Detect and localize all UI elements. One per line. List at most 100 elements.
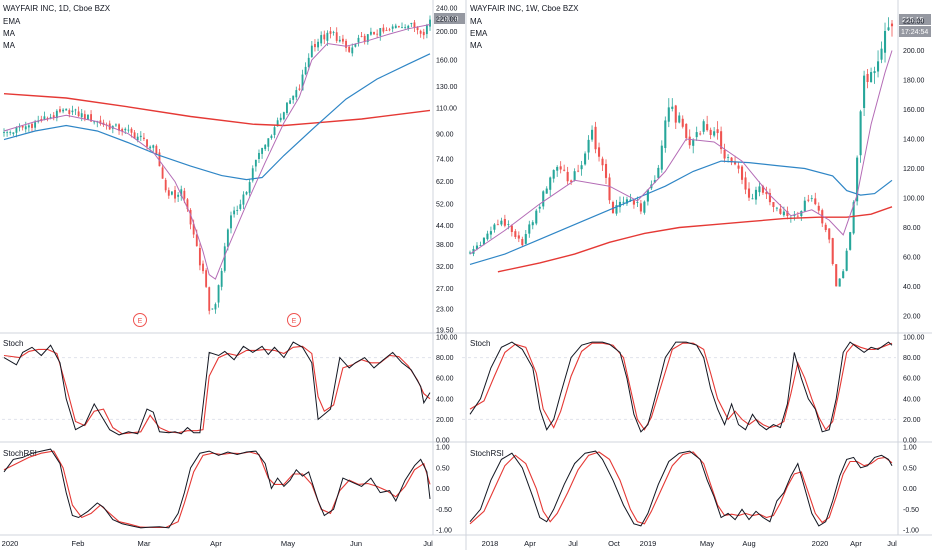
candle-body — [597, 147, 601, 157]
stoch-axis-tick-label: 100.00 — [903, 335, 925, 342]
candle-body — [90, 114, 92, 122]
stoch-axis-tick-label: 20.00 — [903, 417, 921, 424]
candle-body — [155, 145, 158, 155]
candle-body — [782, 211, 785, 216]
candle-body — [503, 218, 506, 226]
candle-body — [348, 46, 351, 52]
candle-body — [793, 215, 796, 216]
candle-body — [59, 109, 61, 112]
candle-body — [34, 122, 37, 128]
candle-body — [304, 66, 307, 75]
candle-body — [671, 106, 674, 109]
candle-body — [373, 31, 375, 35]
right-chart-title: WAYFAIR INC, 1W, Cboe BZX — [470, 4, 579, 13]
candle-body — [751, 198, 754, 200]
candle-body — [639, 203, 642, 212]
candle-body — [74, 109, 77, 111]
candle-body — [734, 162, 737, 165]
candle-body — [723, 149, 726, 159]
candle-body — [754, 189, 758, 200]
price-axis-tick-label: 20.00 — [903, 314, 921, 321]
time-axis-tick-label: Jun — [350, 539, 362, 548]
candle-body — [214, 304, 217, 310]
stoch-axis-tick-label: 100.00 — [436, 335, 458, 342]
time-axis-tick-label: 2020 — [2, 539, 19, 548]
candle-body — [695, 132, 698, 138]
earnings-marker-label: E — [292, 318, 297, 325]
candle-body — [852, 202, 855, 234]
candle-body — [775, 207, 778, 209]
price-axis-tick-label: 200.00 — [436, 29, 458, 36]
stoch-axis-tick-label: 40.00 — [436, 396, 454, 403]
candle-body — [146, 139, 148, 147]
right-legend-ma-2: MA — [470, 41, 483, 50]
candle-body — [538, 206, 541, 209]
price-axis-tick-label: 240.00 — [436, 6, 458, 13]
candle-body — [419, 30, 422, 34]
candle-body — [514, 231, 517, 237]
stochrsi-k-line — [3, 448, 431, 529]
candle-body — [803, 200, 806, 212]
candle-body — [242, 194, 245, 205]
candle-body — [709, 129, 712, 136]
time-axis-tick-label: 2020 — [812, 539, 829, 548]
candle-body — [632, 200, 635, 205]
candle-body — [220, 270, 223, 287]
ma-red-line — [497, 206, 893, 273]
candle-body — [594, 126, 597, 150]
candle-body — [887, 27, 890, 31]
candle-body — [800, 210, 803, 217]
candle-body — [880, 48, 883, 60]
candle-body — [716, 129, 719, 134]
price-axis-tick-label: 40.00 — [903, 284, 921, 291]
left-legend-ema: EMA — [3, 17, 21, 26]
stochrsi-axis-tick-label: 0.50 — [903, 465, 917, 472]
candle-body — [500, 220, 503, 225]
candle-body — [6, 132, 9, 134]
candle-body — [479, 245, 482, 247]
candle-body — [727, 157, 730, 158]
candle-body — [251, 168, 254, 181]
candle-body — [535, 210, 538, 224]
candle-body — [211, 308, 214, 310]
candle-body — [369, 31, 372, 35]
candle-body — [46, 117, 49, 119]
candle-body — [276, 120, 279, 127]
right-last-price-label: 219.19 — [902, 17, 924, 24]
time-axis-tick-label: 2019 — [640, 539, 657, 548]
candle-body — [618, 201, 622, 208]
candle-body — [653, 180, 656, 183]
right-stochrsi-label: StochRSI — [470, 449, 504, 458]
price-axis-tick-label: 120.00 — [903, 166, 925, 173]
candle-body — [507, 224, 510, 225]
price-axis-tick-label: 19.50 — [436, 328, 454, 335]
candle-body — [744, 177, 747, 190]
candle-body — [591, 129, 594, 140]
candle-body — [183, 190, 186, 199]
candle-body — [208, 287, 211, 311]
earnings-marker[interactable]: E — [133, 313, 147, 327]
candle-body — [468, 252, 472, 254]
candle-body — [542, 191, 545, 207]
candle-body — [573, 171, 576, 181]
candle-body — [195, 234, 198, 247]
candle-body — [604, 163, 608, 178]
candle-body — [425, 25, 428, 35]
candle-body — [577, 170, 580, 172]
candle-body — [796, 215, 799, 217]
left-chart-title: WAYFAIR INC, 1D, Cboe BZX — [3, 4, 111, 13]
candle-body — [282, 112, 285, 120]
earnings-marker[interactable]: E — [287, 313, 301, 327]
stoch-axis-tick-label: 40.00 — [903, 396, 921, 403]
candle-body — [177, 194, 180, 197]
candle-body — [317, 41, 319, 48]
candle-body — [849, 232, 852, 250]
candle-body — [226, 229, 229, 247]
candle-body — [601, 158, 604, 166]
price-axis-tick-label: 32.00 — [436, 264, 454, 271]
candle-body — [357, 37, 360, 43]
candle-body — [531, 222, 534, 226]
candle-body — [27, 125, 30, 128]
candle-body — [192, 223, 195, 235]
candle-body — [366, 34, 369, 42]
